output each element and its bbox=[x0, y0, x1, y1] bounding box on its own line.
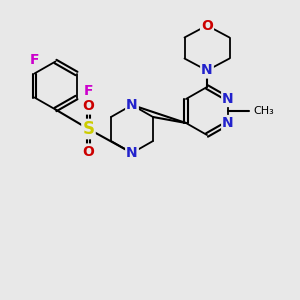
Text: F: F bbox=[83, 84, 93, 98]
Text: O: O bbox=[82, 100, 94, 113]
Text: N: N bbox=[126, 146, 138, 160]
Text: N: N bbox=[201, 64, 213, 77]
Text: N: N bbox=[222, 92, 234, 106]
Text: O: O bbox=[82, 145, 94, 158]
Text: N: N bbox=[222, 116, 234, 130]
Text: S: S bbox=[82, 120, 94, 138]
Text: O: O bbox=[201, 19, 213, 32]
Text: CH₃: CH₃ bbox=[254, 106, 274, 116]
Text: F: F bbox=[30, 53, 39, 67]
Text: N: N bbox=[126, 98, 138, 112]
